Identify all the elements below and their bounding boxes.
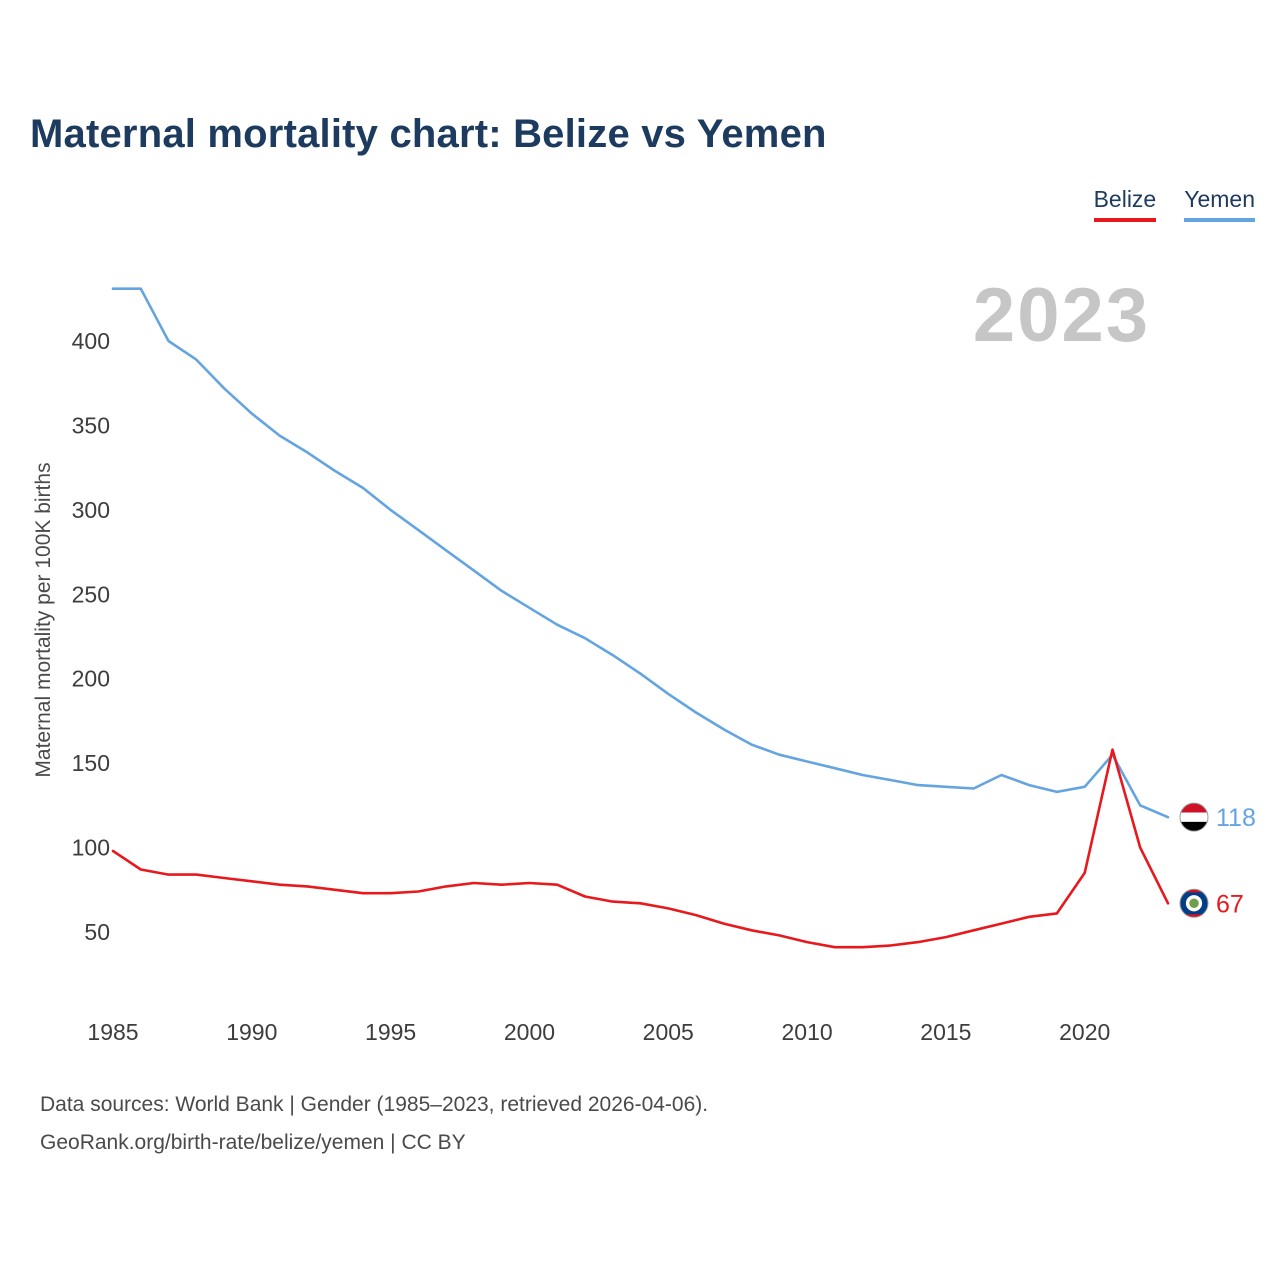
y-tick-label: 300 <box>72 497 110 523</box>
y-tick-label: 250 <box>72 581 110 607</box>
page-title: Maternal mortality chart: Belize vs Yeme… <box>30 112 827 156</box>
legend: Belize Yemen <box>1093 186 1255 222</box>
series-line-belize[interactable] <box>111 748 1170 949</box>
series-line-yemen[interactable] <box>111 287 1170 819</box>
footer-attribution: GeoRank.org/birth-rate/belize/yemen | CC… <box>40 1131 466 1154</box>
x-tick-label: 2000 <box>504 1019 555 1045</box>
x-tick-label: 1985 <box>87 1019 138 1045</box>
footer-sources: Data sources: World Bank | Gender (1985–… <box>40 1093 709 1116</box>
legend-label-yemen: Yemen <box>1184 186 1255 212</box>
x-tick-label: 2015 <box>920 1019 971 1045</box>
footer: Data sources: World Bank | Gender (1985–… <box>40 1086 708 1162</box>
y-tick-label: 350 <box>72 412 110 438</box>
y-tick-label: 100 <box>72 835 110 861</box>
legend-label-belize: Belize <box>1093 186 1157 212</box>
legend-item-yemen[interactable]: Yemen <box>1184 186 1255 222</box>
x-tick-label: 1995 <box>365 1019 416 1045</box>
end-value-label-yemen: 118 <box>1216 804 1256 832</box>
end-value-label-belize: 67 <box>1216 890 1244 918</box>
yemen-flag-icon[interactable] <box>1179 802 1209 832</box>
legend-item-belize[interactable]: Belize <box>1093 186 1157 222</box>
y-tick-label: 150 <box>72 750 110 776</box>
x-tick-label: 1990 <box>226 1019 277 1045</box>
x-tick-label: 2010 <box>781 1019 832 1045</box>
year-watermark: 2023 <box>972 273 1150 358</box>
y-tick-label: 200 <box>72 666 110 692</box>
belize-flag-icon[interactable] <box>1179 888 1209 918</box>
x-tick-label: 2005 <box>643 1019 694 1045</box>
y-tick-label: 400 <box>72 328 110 354</box>
y-tick-label: 50 <box>84 919 110 945</box>
x-tick-label: 2020 <box>1059 1019 1110 1045</box>
